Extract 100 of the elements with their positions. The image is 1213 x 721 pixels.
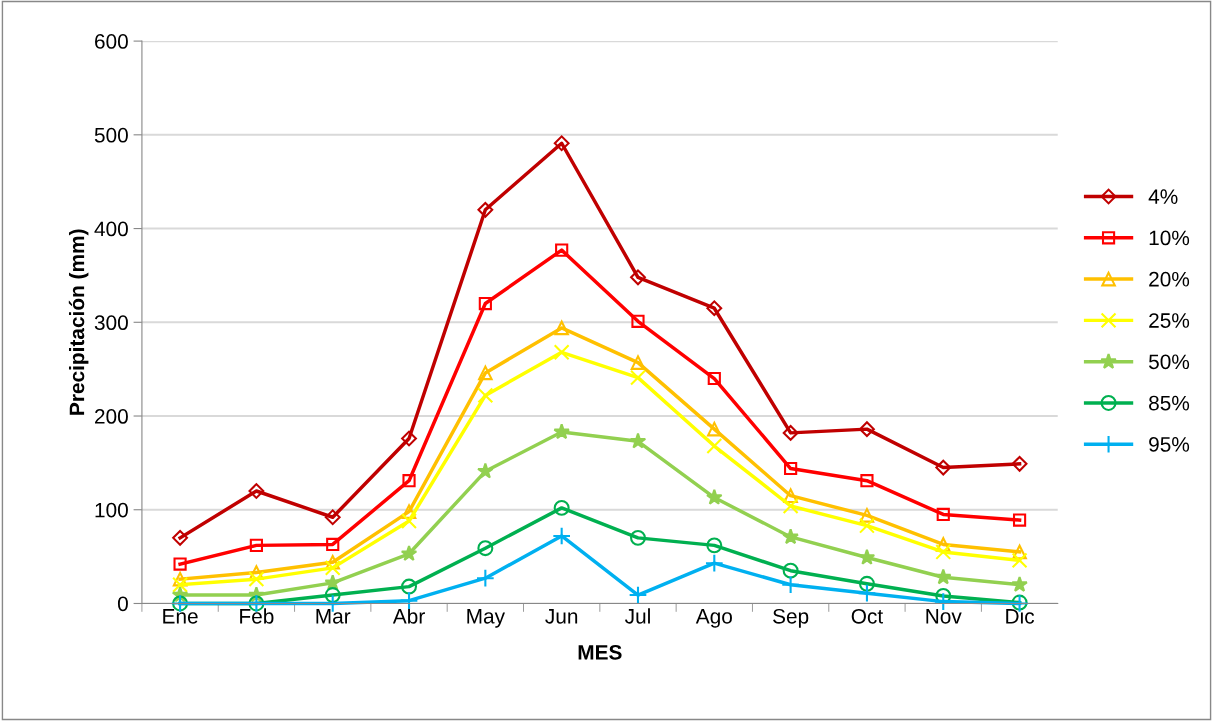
point: [475, 568, 495, 588]
point: [858, 548, 876, 565]
point: [477, 201, 494, 218]
point: [628, 585, 648, 605]
legend-label: 95%: [1149, 437, 1190, 452]
point: [859, 421, 875, 438]
point: [553, 423, 570, 440]
point: [1011, 455, 1028, 472]
point: [554, 320, 569, 336]
x-tick-label: Jun: [545, 609, 578, 624]
x-tick-label: Jul: [625, 608, 650, 624]
point: [784, 461, 798, 476]
point: [935, 537, 951, 552]
y-tick-label: 500: [94, 127, 128, 143]
point: [781, 575, 800, 595]
point: [172, 571, 188, 587]
point: [1011, 552, 1028, 569]
point: [630, 269, 646, 286]
x-tick-label: Feb: [240, 608, 274, 624]
point: [401, 430, 417, 447]
point: [324, 559, 341, 576]
point: [857, 583, 877, 603]
point: [325, 554, 341, 570]
x-tick-label: Sep: [773, 608, 809, 628]
point: [630, 355, 646, 370]
y-tick-label: 0: [117, 596, 128, 612]
point: [706, 438, 723, 454]
legend-label: 25%: [1149, 313, 1190, 328]
y-tick-label: 200: [95, 409, 128, 424]
point: [782, 562, 799, 579]
point: [400, 545, 418, 562]
x-tick-label: Mar: [316, 609, 351, 624]
point: [249, 538, 263, 552]
legend-label: 20%: [1149, 271, 1190, 287]
point: [173, 557, 187, 571]
point: [477, 462, 494, 479]
point: [935, 459, 952, 476]
point: [629, 432, 647, 449]
y-tick-label: 300: [94, 315, 128, 331]
legend-label: 85%: [1149, 395, 1190, 411]
point: [934, 568, 952, 585]
point: [860, 474, 874, 488]
point: [401, 513, 418, 529]
x-tick-label: Ene: [163, 609, 198, 624]
point: [324, 574, 342, 591]
point: [478, 296, 492, 311]
x-tick-label: Oct: [851, 608, 883, 624]
point: [783, 488, 798, 503]
point: [631, 314, 645, 328]
point: [707, 421, 722, 437]
x-tick-label: Ago: [695, 609, 732, 628]
point: [782, 528, 799, 545]
point: [555, 243, 569, 257]
point: [401, 578, 418, 595]
point: [553, 499, 570, 516]
point: [324, 509, 341, 526]
point: [553, 344, 570, 361]
point: [630, 369, 646, 386]
point: [248, 483, 265, 499]
point: [248, 571, 265, 588]
point: [553, 135, 570, 152]
point: [706, 488, 723, 505]
legend-label: 10%: [1149, 230, 1190, 246]
legend-label: 50%: [1148, 354, 1190, 370]
point: [1012, 513, 1027, 527]
x-tick-label: Abr: [392, 608, 425, 624]
y-tick-label: 100: [95, 502, 128, 518]
point: [858, 575, 875, 592]
point: [399, 591, 419, 611]
point: [782, 498, 799, 514]
x-tick-label: Dic: [1006, 608, 1035, 624]
point: [1012, 544, 1027, 560]
point: [324, 587, 341, 604]
x-axis-title: MES: [578, 644, 622, 660]
y-tick-label: 400: [94, 221, 128, 237]
point: [552, 526, 572, 546]
point: [477, 387, 494, 404]
point: [326, 537, 340, 552]
point: [707, 371, 721, 386]
point: [478, 365, 493, 381]
x-tick-label: May: [467, 609, 505, 628]
point: [172, 576, 189, 593]
point: [402, 474, 416, 488]
point: [935, 543, 952, 560]
point: [172, 529, 188, 546]
y-tick-label: 600: [95, 34, 128, 49]
point: [1011, 576, 1028, 592]
x-tick-label: Nov: [926, 609, 962, 624]
point: [401, 504, 417, 519]
point: [706, 300, 723, 317]
point: [858, 517, 875, 534]
point: [704, 553, 724, 573]
point: [630, 529, 646, 546]
point: [782, 424, 799, 441]
point: [706, 537, 723, 554]
y-axis-title: Precipitación (mm): [68, 229, 89, 415]
legend-label: 4%: [1148, 189, 1178, 204]
point: [859, 508, 875, 523]
point: [936, 507, 950, 522]
point: [477, 540, 494, 557]
